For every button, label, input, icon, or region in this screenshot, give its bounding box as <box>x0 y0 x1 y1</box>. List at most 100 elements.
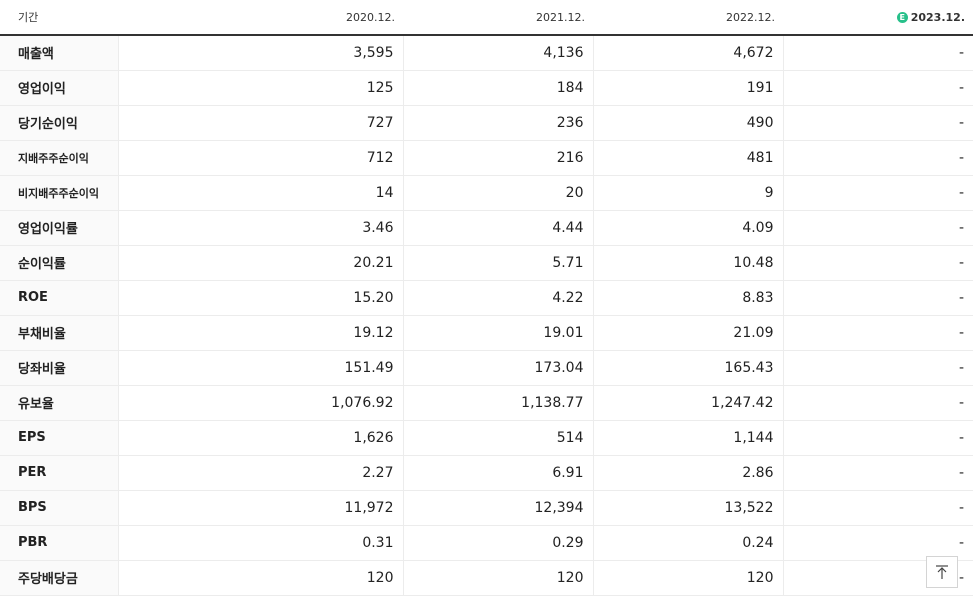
table-cell: - <box>782 385 973 421</box>
table-cell: - <box>782 350 973 386</box>
year-header: 2022.12. <box>593 0 783 36</box>
table-cell: 120 <box>117 559 403 596</box>
row-label: 영업이익률 <box>0 209 118 246</box>
table-cell: 19.12 <box>117 314 403 351</box>
row-label: 매출액 <box>0 35 118 71</box>
table-cell: - <box>782 525 973 561</box>
table-cell: 1,626 <box>117 419 403 456</box>
table-cell: 165.43 <box>592 350 783 386</box>
period-header: 기간 <box>0 0 118 36</box>
table-cell: - <box>782 70 973 106</box>
table-cell: 10.48 <box>592 245 783 281</box>
table-cell: 2.27 <box>117 455 403 491</box>
row-label: 당기순이익 <box>0 105 118 141</box>
table-row: 매출액 3,595 4,136 4,672- <box>0 35 973 71</box>
table-cell: 0.31 <box>117 525 403 561</box>
table-cell: 4,672 <box>592 35 783 71</box>
table-cell: - <box>782 280 973 316</box>
table-cell: - <box>782 490 973 526</box>
row-label: EPS <box>0 419 118 456</box>
table-cell: 481 <box>592 140 783 176</box>
table-cell: 5.71 <box>402 245 593 281</box>
table-cell: - <box>782 105 973 141</box>
table-cell: 15.20 <box>117 280 403 316</box>
table-cell: 2.86 <box>592 455 783 491</box>
table-row: PER 2.27 6.91 2.86- <box>0 455 973 491</box>
table-header-row: 기간 2020.12. 2021.12. 2022.12. E 2023.12. <box>0 0 973 36</box>
table-row: 당기순이익 727 236 490- <box>0 105 973 141</box>
table-cell: 1,076.92 <box>117 385 403 421</box>
table-cell: 4.09 <box>592 209 783 246</box>
table-cell: 712 <box>117 140 403 176</box>
table-cell: 11,972 <box>117 490 403 526</box>
table-row: 영업이익률 3.46 4.44 4.09- <box>0 209 973 246</box>
table-cell: 0.29 <box>402 525 593 561</box>
year-header-label: 2023.12. <box>910 10 965 24</box>
table-cell: 727 <box>117 105 403 141</box>
table-cell: 21.09 <box>592 314 783 351</box>
arrow-to-top-icon <box>936 565 948 579</box>
table-row: PBR 0.31 0.29 0.24- <box>0 525 973 561</box>
table-cell: 14 <box>117 175 403 211</box>
row-label: 유보율 <box>0 385 118 421</box>
table-cell: 120 <box>592 559 783 596</box>
row-label: ROE <box>0 280 118 316</box>
row-label: PER <box>0 455 118 491</box>
year-header: 2021.12. <box>403 0 593 36</box>
table-row: 부채비율 19.12 19.01 21.09- <box>0 314 973 351</box>
scroll-to-top-button[interactable] <box>926 556 958 588</box>
table-cell: - <box>782 314 973 351</box>
table-row: EPS 1,626 514 1,144- <box>0 419 973 456</box>
table-cell: 6.91 <box>402 455 593 491</box>
table-cell: 216 <box>402 140 593 176</box>
row-label: 지배주주순이익 <box>0 140 118 176</box>
row-label: 당좌비율 <box>0 350 118 386</box>
table-cell: 184 <box>402 70 593 106</box>
table-cell: 8.83 <box>592 280 783 316</box>
row-label: 부채비율 <box>0 314 118 351</box>
table-row: BPS 11,972 12,394 13,522- <box>0 490 973 526</box>
table-cell: - <box>782 209 973 246</box>
table-cell: - <box>782 245 973 281</box>
table-row: 당좌비율 151.49 173.04 165.43- <box>0 350 973 386</box>
table-cell: 20 <box>402 175 593 211</box>
table-cell: 514 <box>402 419 593 456</box>
table-cell: 236 <box>402 105 593 141</box>
table-cell: 4,136 <box>402 35 593 71</box>
table-cell: 3.46 <box>117 209 403 246</box>
table-cell: - <box>782 419 973 456</box>
row-label: 주당배당금 <box>0 559 118 596</box>
table-cell: 125 <box>117 70 403 106</box>
table-cell: 9 <box>592 175 783 211</box>
table-cell: - <box>782 140 973 176</box>
table-cell: 151.49 <box>117 350 403 386</box>
table-cell: 1,138.77 <box>402 385 593 421</box>
row-label: 영업이익 <box>0 70 118 106</box>
table-row: 영업이익 125 184 191- <box>0 70 973 106</box>
year-header: 2020.12. <box>118 0 403 36</box>
table-cell: 120 <box>402 559 593 596</box>
row-label: 순이익률 <box>0 245 118 281</box>
table-cell: 13,522 <box>592 490 783 526</box>
table-cell: 1,247.42 <box>592 385 783 421</box>
estimate-year-header: E 2023.12. <box>783 0 973 36</box>
table-row: 비지배주주순이익 14 20 9- <box>0 175 973 211</box>
table-cell: 20.21 <box>117 245 403 281</box>
table-row: 유보율 1,076.92 1,138.77 1,247.42- <box>0 385 973 421</box>
table-cell: 191 <box>592 70 783 106</box>
table-cell: 173.04 <box>402 350 593 386</box>
table-row: 순이익률 20.21 5.71 10.48- <box>0 245 973 281</box>
table-cell: 12,394 <box>402 490 593 526</box>
table-cell: - <box>782 455 973 491</box>
table-cell: 3,595 <box>117 35 403 71</box>
estimate-icon: E <box>896 12 908 23</box>
table-row: 지배주주순이익 712 216 481- <box>0 140 973 176</box>
row-label: 비지배주주순이익 <box>0 175 118 211</box>
row-label: PBR <box>0 525 118 561</box>
table-cell: 0.24 <box>592 525 783 561</box>
table-cell: 4.22 <box>402 280 593 316</box>
table-cell: 1,144 <box>592 419 783 456</box>
table-cell: - <box>782 175 973 211</box>
